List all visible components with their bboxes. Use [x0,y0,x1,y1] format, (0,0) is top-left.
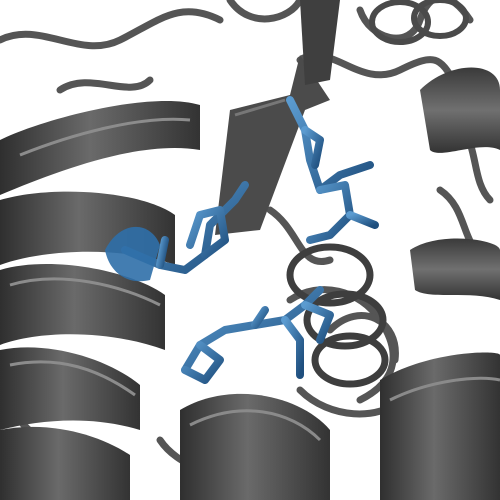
alpha-helix-left [0,100,200,500]
ligand-sticks [121,96,384,384]
alpha-helix-bottom [180,393,330,500]
coil-rings-center [286,243,389,388]
coil-spiral-top [369,0,469,45]
ligand-highlight [105,226,160,282]
alpha-helix-right [380,67,500,500]
